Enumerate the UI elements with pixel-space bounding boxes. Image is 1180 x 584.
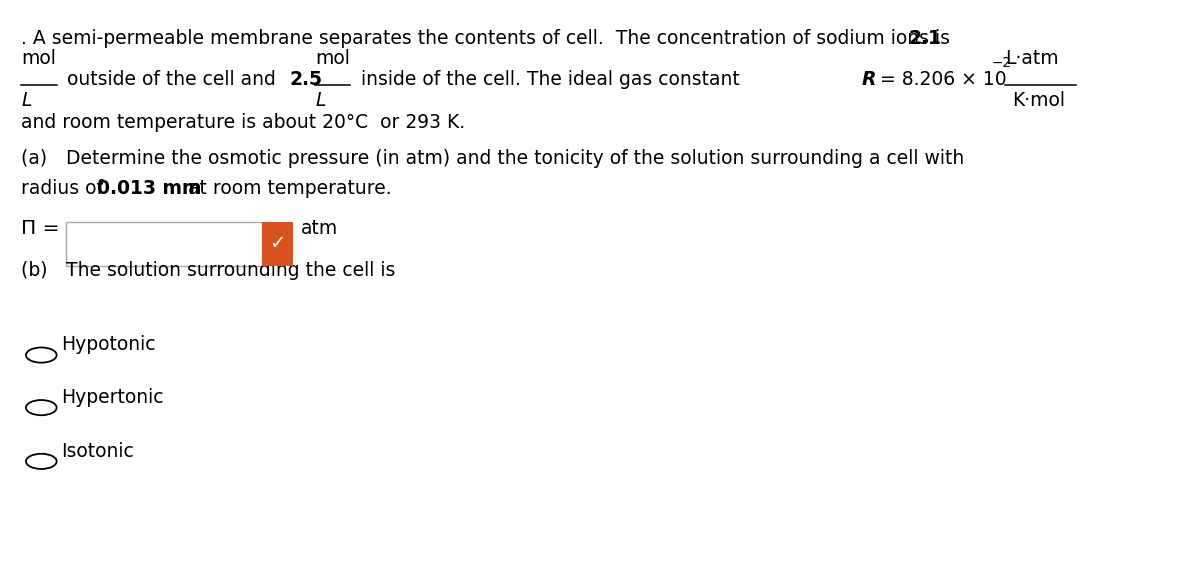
Text: mol: mol xyxy=(315,49,350,68)
Text: K·mol: K·mol xyxy=(1012,91,1066,110)
Text: mol: mol xyxy=(21,49,57,68)
Text: at room temperature.: at room temperature. xyxy=(182,179,392,198)
Text: R: R xyxy=(861,69,876,89)
Text: 2.5: 2.5 xyxy=(289,69,322,89)
Text: (b): (b) xyxy=(21,260,66,280)
Text: atm: atm xyxy=(301,218,339,238)
Text: (a): (a) xyxy=(21,148,65,168)
FancyBboxPatch shape xyxy=(262,222,293,266)
Text: L·atm: L·atm xyxy=(1005,49,1058,68)
Text: L: L xyxy=(21,91,32,110)
Text: 2.1: 2.1 xyxy=(909,29,942,48)
Text: inside of the cell. The ideal gas constant: inside of the cell. The ideal gas consta… xyxy=(355,69,746,89)
Text: ✓: ✓ xyxy=(269,234,286,253)
Text: radius of: radius of xyxy=(21,179,110,198)
Text: and room temperature is about 20°C  or 293 K.: and room temperature is about 20°C or 29… xyxy=(21,113,465,133)
Text: = 8.206 × 10: = 8.206 × 10 xyxy=(874,69,1007,89)
Text: Isotonic: Isotonic xyxy=(61,442,135,461)
Text: Hypotonic: Hypotonic xyxy=(61,335,156,354)
Text: 0.013 mm: 0.013 mm xyxy=(97,179,202,198)
Text: −2: −2 xyxy=(991,56,1011,70)
Text: outside of the cell and: outside of the cell and xyxy=(61,69,282,89)
Text: The solution surrounding the cell is: The solution surrounding the cell is xyxy=(66,260,395,280)
Text: Determine the osmotic pressure (in atm) and the tonicity of the solution surroun: Determine the osmotic pressure (in atm) … xyxy=(66,148,964,168)
Text: . A semi-permeable membrane separates the contents of cell.  The concentration o: . A semi-permeable membrane separates th… xyxy=(21,29,956,48)
FancyBboxPatch shape xyxy=(66,222,262,266)
Text: Π =: Π = xyxy=(21,218,60,238)
Text: L: L xyxy=(315,91,326,110)
Text: Hypertonic: Hypertonic xyxy=(61,388,164,407)
